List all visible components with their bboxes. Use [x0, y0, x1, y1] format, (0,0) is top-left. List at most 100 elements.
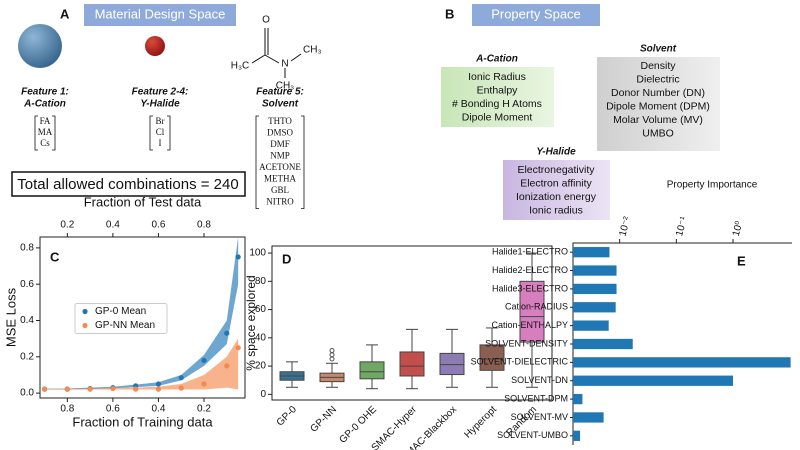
data-point — [155, 381, 162, 387]
x-axis-label: Fraction of Training data — [72, 414, 213, 429]
feature-item: MA — [38, 127, 53, 137]
feature-title: Feature 2-4: — [132, 87, 189, 98]
box — [359, 361, 385, 380]
bar — [573, 247, 610, 258]
feature-item: FA — [40, 116, 51, 126]
box — [399, 351, 425, 377]
legend-box — [74, 303, 168, 334]
group-item: Ionic Radius — [468, 71, 526, 83]
x-tick-label: Hyperopt — [463, 404, 500, 441]
bar — [573, 412, 604, 423]
y-tick-label: SOLVENT-DIELECTRIC — [471, 357, 569, 367]
error-band — [44, 338, 239, 390]
data-point — [224, 330, 230, 336]
x2-tick-label: 0.4 — [106, 220, 120, 231]
x-tick-label: 10⁰ — [731, 220, 746, 237]
group-item: Molar Volume (MV) — [613, 114, 703, 126]
legend-label: GP-NN Mean — [95, 320, 155, 331]
bar — [573, 265, 617, 276]
x2-tick-label: 0.2 — [60, 220, 74, 231]
data-point — [64, 386, 70, 392]
feature-title: Feature 5: — [256, 87, 304, 98]
bracket — [255, 115, 305, 209]
feature-item: THTO — [268, 116, 292, 126]
atom-label: N — [281, 59, 288, 70]
x-tick-label: GP-0 — [275, 404, 300, 429]
group-item: Enthalpy — [477, 84, 519, 96]
y-tick-label: Halide1-ELECTRO — [492, 247, 568, 257]
y-tick-label: 0 — [260, 389, 266, 400]
panel-label: B — [445, 6, 454, 21]
molecule-bonds — [251, 28, 302, 78]
y-tick-label: 0.8 — [20, 243, 34, 254]
x-tick-label: 0.2 — [197, 404, 211, 415]
feature-item: NITRO — [266, 197, 294, 207]
box — [519, 280, 545, 343]
feature-item: Cs — [40, 138, 50, 148]
atom-label: CH₃ — [303, 45, 322, 56]
bar — [573, 302, 616, 313]
y-tick-label: SOLVENT-MV — [511, 412, 568, 422]
y-axis-label: MSE Loss — [3, 287, 18, 347]
x-tick-label: GP-NN — [308, 404, 339, 435]
plot-frame — [39, 236, 246, 399]
x2-axis-label: Fraction of Test data — [84, 194, 202, 209]
y-tick-label: Halide3-ELECTRO — [492, 283, 568, 293]
title-box — [472, 4, 600, 26]
x-tick-label: 10⁻¹ — [674, 215, 690, 238]
panel-label: A — [60, 6, 70, 21]
data-point — [41, 386, 48, 392]
y-tick-label: 40 — [255, 332, 267, 343]
panel-title: Property Space — [491, 6, 581, 21]
feature-item: NMP — [270, 151, 290, 161]
atom-label: H₃C — [231, 61, 250, 72]
x-tick-label: GP-0 OHE — [337, 404, 379, 446]
feature-title: Feature 1: — [21, 87, 69, 98]
y-tick-label: Cation-RADIUS — [505, 302, 568, 312]
data-point — [201, 381, 207, 387]
data-point — [178, 375, 184, 381]
legend-label: GP-0 Mean — [95, 306, 146, 317]
y-tick-label: 0.2 — [20, 351, 34, 362]
data-point — [110, 385, 116, 392]
group-item: UMBO — [642, 127, 674, 139]
y-tick-label: 0.0 — [20, 388, 34, 399]
y-tick-label: 0.4 — [20, 315, 34, 326]
data-point — [235, 254, 241, 260]
group-item: Donor Number (DN) — [611, 87, 705, 99]
y-tick-label: SOLVENT-DPM — [504, 393, 568, 403]
outlier — [329, 356, 335, 362]
bar — [573, 320, 609, 331]
chart-title: Property Importance — [667, 180, 758, 191]
y-tick-label: Halide2-ELECTRO — [492, 265, 568, 275]
feature-item: Cl — [156, 127, 165, 137]
group-item: Ionic radius — [529, 204, 583, 216]
y-tick-label: SOLVENT-UMBO — [497, 430, 568, 440]
y-tick-label: Cation-ENTHALPY — [491, 320, 568, 330]
feature-subtitle: A-Cation — [23, 99, 66, 110]
group-name: Solvent — [640, 44, 677, 55]
data-point — [155, 386, 162, 392]
box — [479, 344, 505, 371]
x-tick-label: 10⁻² — [618, 215, 634, 238]
bar — [573, 375, 733, 386]
x-tick-label: 0.6 — [106, 404, 120, 415]
box — [439, 352, 465, 376]
group-item: # Bonding H Atoms — [452, 98, 542, 110]
title-box — [84, 4, 236, 26]
halide-sphere — [145, 36, 165, 56]
y-tick-label: SOLVENT-DENSITY — [485, 338, 568, 348]
y-tick-label: 80 — [255, 276, 267, 287]
bar — [573, 357, 791, 368]
group-item: Dipole Moment — [462, 111, 533, 123]
group-item: Electronegativity — [517, 164, 595, 176]
feature-item: GBL — [271, 185, 289, 195]
y-tick-label: 60 — [255, 304, 267, 315]
group-item: Dipole Moment (DPM) — [606, 100, 710, 112]
group-name: Y-Halide — [536, 147, 576, 158]
panel-label: E — [737, 253, 746, 268]
feature-item: ACETONE — [259, 162, 301, 172]
bar — [573, 283, 617, 295]
atom-label: CH₃ — [276, 81, 295, 92]
